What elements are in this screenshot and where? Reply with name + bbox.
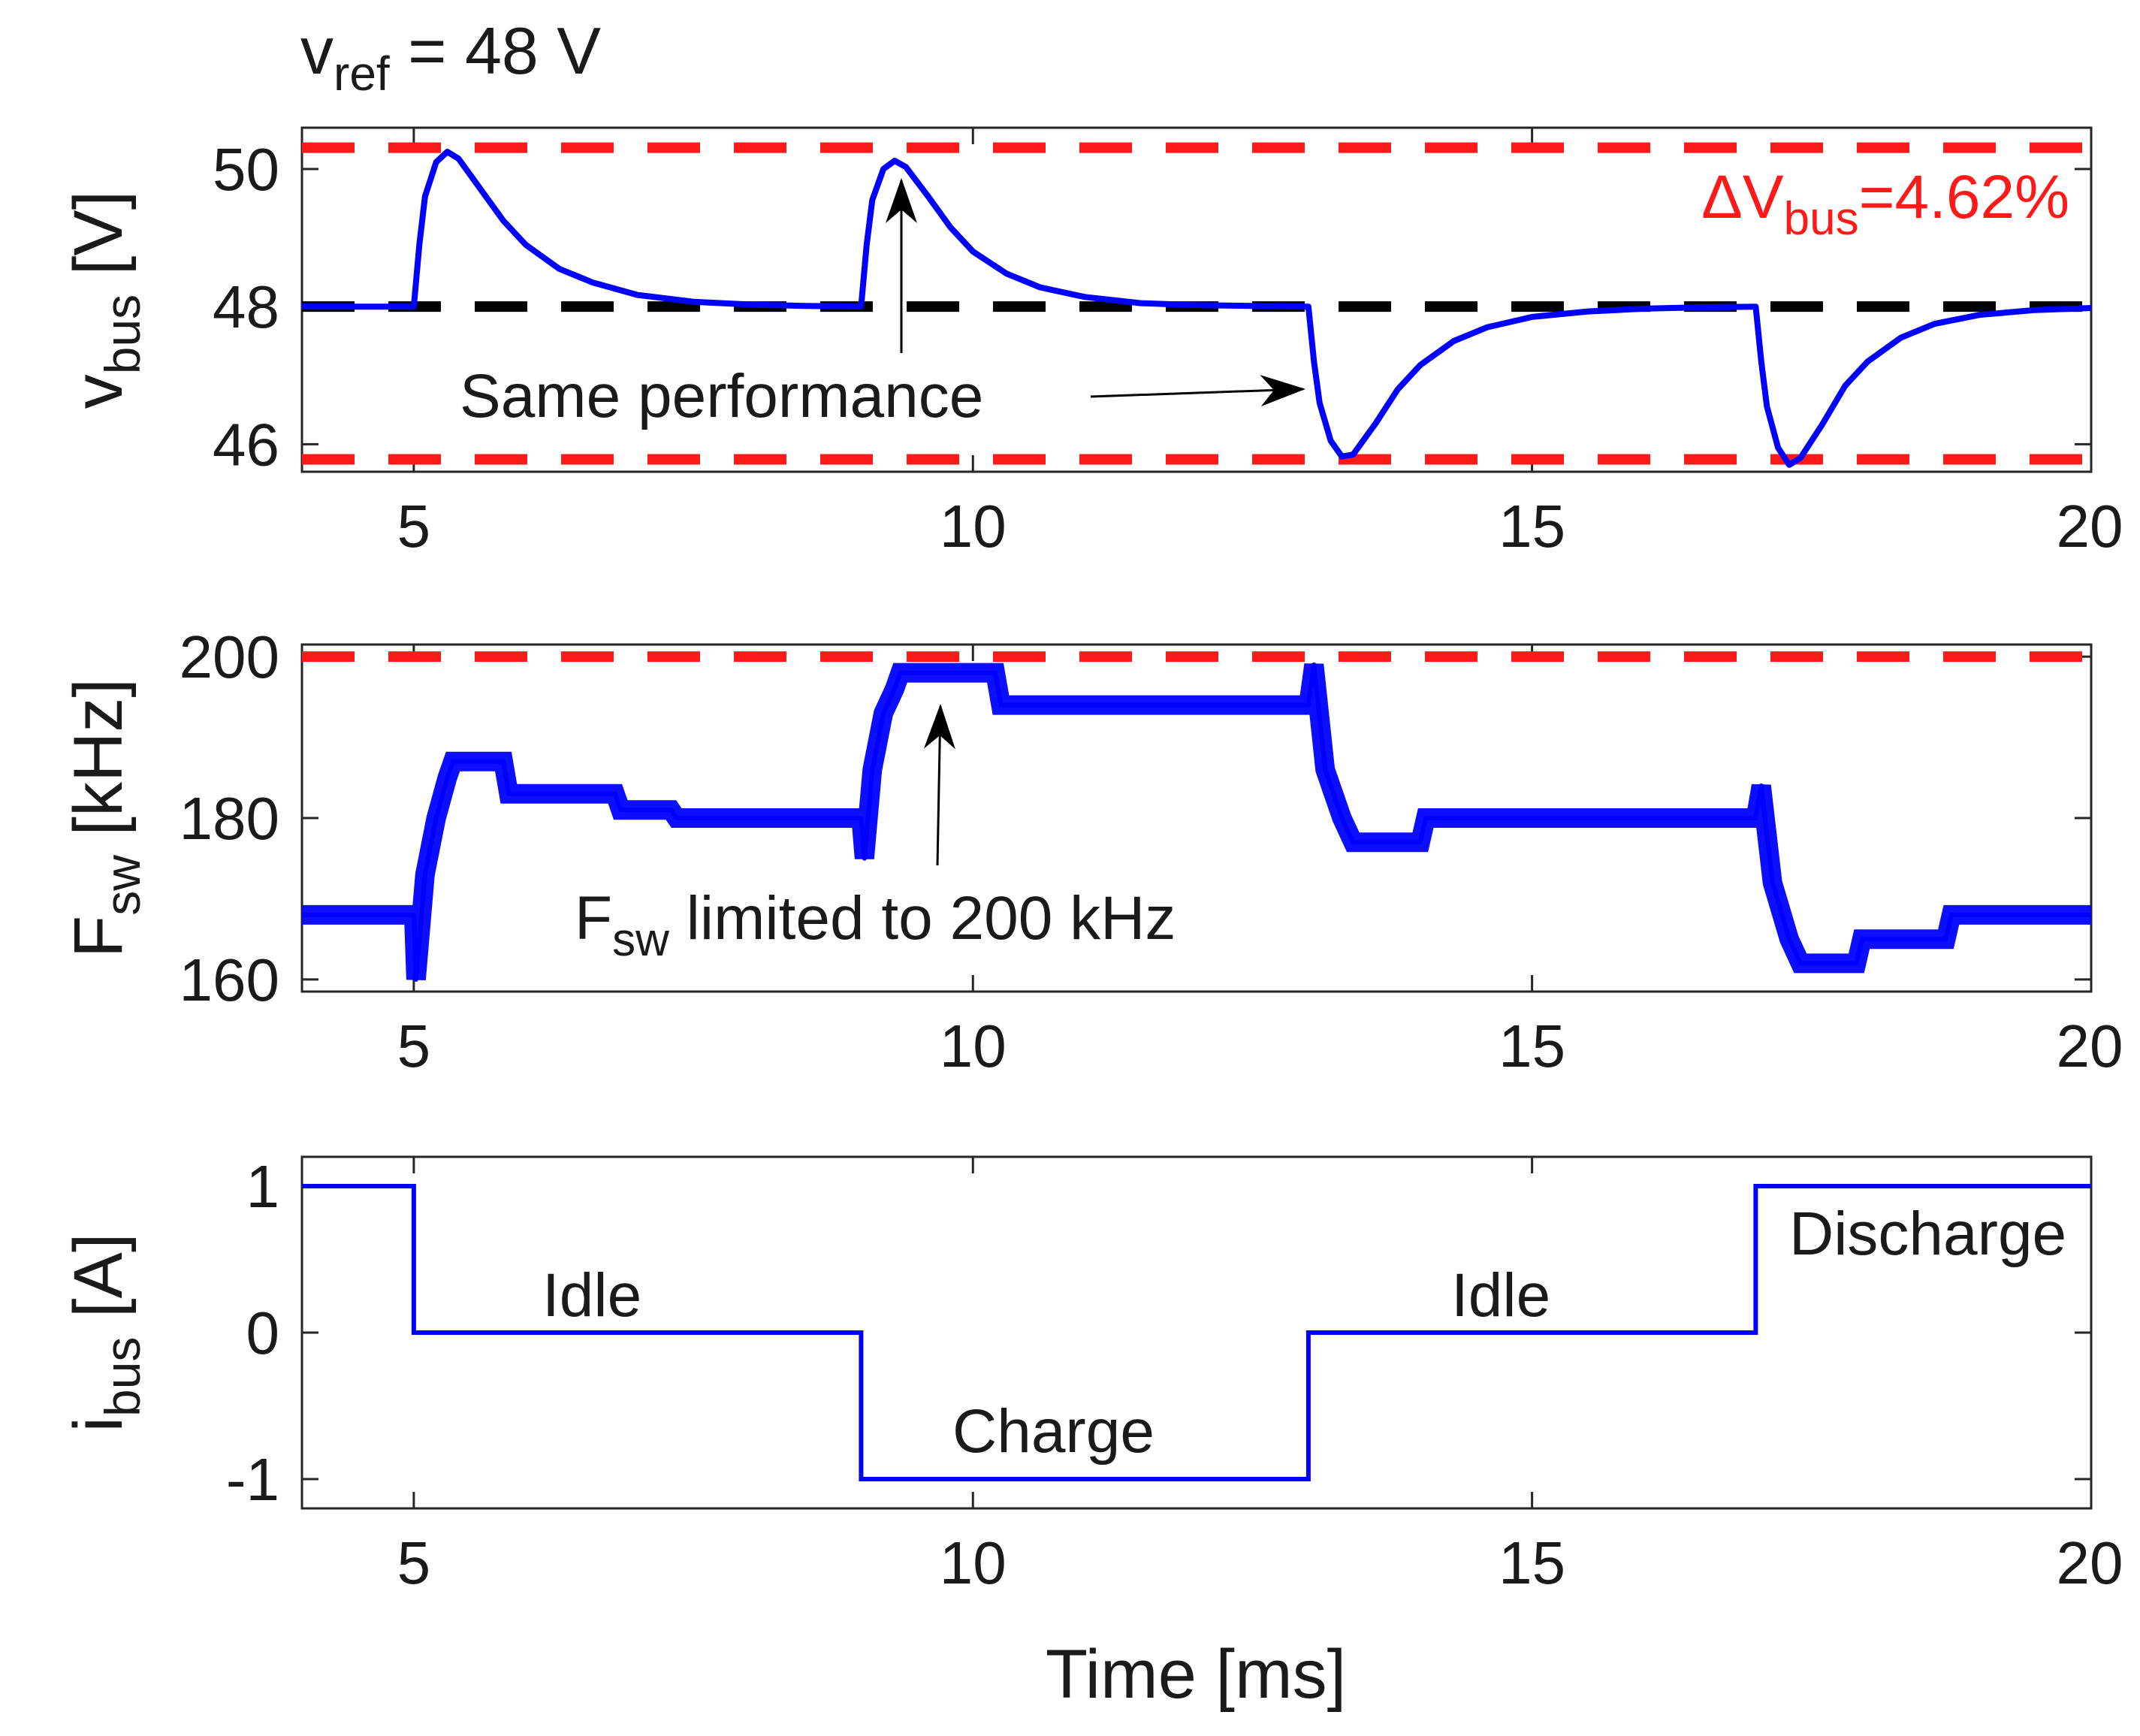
x-tick-label: 5 <box>397 1013 431 1079</box>
x-tick-label: 10 <box>940 1013 1007 1079</box>
x-axis-label: Time [ms] <box>1046 1636 1346 1713</box>
panel-vbus-frame <box>300 126 2093 473</box>
y-tick-label: 180 <box>180 785 279 852</box>
vref-title: vref = 48 V <box>300 14 601 101</box>
panel-ibus: 5 10 15 20 -1 0 1 ibus [A] Idle Charge Idle Di… <box>60 1153 2123 1713</box>
discharge-label: Discharge <box>1789 1200 2066 1268</box>
x-tick-label: 20 <box>2057 493 2123 560</box>
fsw-limited-label: Fsw limited to 200 kHz <box>575 884 1176 966</box>
idle-1-label: Idle <box>542 1261 641 1330</box>
idle-2-label: Idle <box>1451 1261 1550 1330</box>
same-performance-arrow-right <box>1090 375 1305 406</box>
x-tick-label: 15 <box>1499 493 1565 560</box>
delta-v-annotation: ΔVbus=4.62% <box>1701 163 2069 245</box>
y-tick-label: -1 <box>226 1446 279 1513</box>
y-tick-label: 1 <box>246 1153 280 1220</box>
ibus-series-line <box>302 1184 2091 1481</box>
y-tick-label: 160 <box>180 946 279 1013</box>
x-tick-label: 15 <box>1499 1529 1565 1596</box>
ibus-y-label: ibus [A] <box>60 1233 150 1433</box>
vbus-series-line <box>302 149 2092 468</box>
same-performance-label: Same performance <box>460 362 983 430</box>
vref-title-sub: ref <box>334 47 390 101</box>
charge-label: Charge <box>952 1397 1155 1466</box>
x-tick-label: 10 <box>940 1529 1007 1596</box>
panel-fsw: 5 10 15 20 160 180 200 Fsw [kHz] Fsw limited t… <box>60 623 2123 1079</box>
fsw-limited-arrow <box>923 704 955 866</box>
fsw-series-line <box>302 662 2091 982</box>
x-tick-label: 15 <box>1499 1013 1565 1079</box>
x-tick-label: 5 <box>397 1529 431 1596</box>
vbus-y-label: vbus [V] <box>60 191 150 409</box>
panel-vbus: 5 10 15 20 46 48 50 vref = 48 V vbus [V] ΔVbus… <box>60 14 2123 560</box>
y-tick-label: 46 <box>213 411 279 478</box>
x-tick-label: 20 <box>2057 1013 2123 1079</box>
fsw-y-label: Fsw [kHz] <box>60 678 150 958</box>
x-tick-label: 10 <box>940 493 1007 560</box>
y-tick-label: 0 <box>246 1300 280 1366</box>
y-tick-label: 50 <box>213 136 279 203</box>
x-tick-label: 5 <box>397 493 431 560</box>
x-tick-label: 20 <box>2057 1529 2123 1596</box>
y-tick-label: 200 <box>180 623 279 690</box>
fsw-ripple-band <box>302 663 2091 981</box>
y-tick-label: 48 <box>213 273 279 340</box>
